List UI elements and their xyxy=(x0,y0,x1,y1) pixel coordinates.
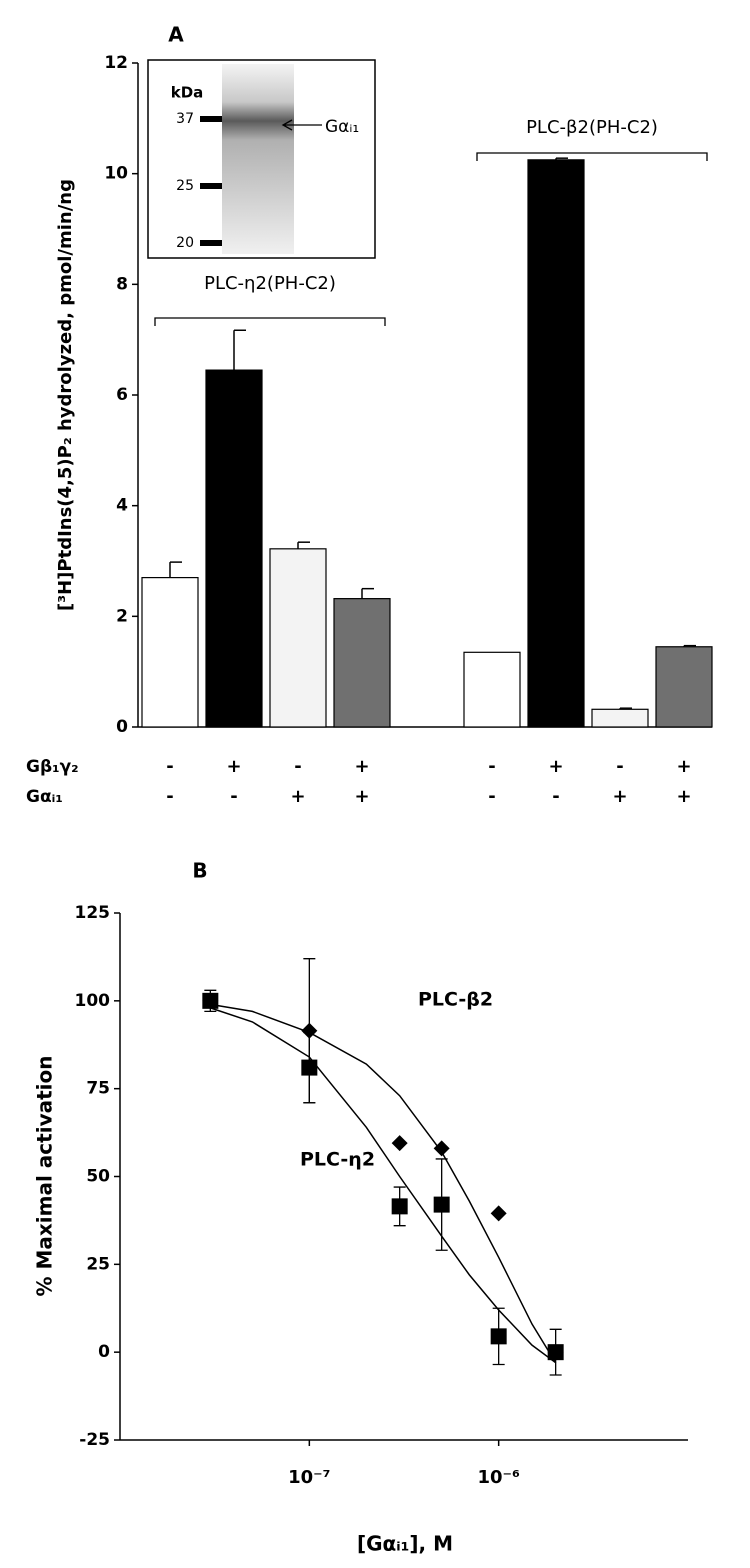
bar xyxy=(205,369,263,728)
point xyxy=(433,1140,450,1157)
marker-label: 20 xyxy=(176,235,194,251)
treatment-sign: + xyxy=(290,786,305,807)
y-tick-label: 0 xyxy=(98,1342,110,1362)
y-tick-label: 100 xyxy=(75,991,111,1011)
inset-unit: kDa xyxy=(171,84,204,102)
point xyxy=(301,1022,318,1039)
treatment-sign: - xyxy=(552,786,559,807)
treatment-sign: - xyxy=(166,756,173,777)
y-tick-label: 0 xyxy=(116,717,128,737)
point xyxy=(202,992,219,1009)
treatment-sign: - xyxy=(230,786,237,807)
marker-band xyxy=(200,183,222,189)
group-label: PLC-β2(PH-C2) xyxy=(526,117,658,138)
marker-label: 25 xyxy=(176,178,194,194)
x-axis-label: [Gαᵢ₁], M xyxy=(357,1532,453,1556)
treatment-label: Gβ₁γ₂ xyxy=(26,757,79,777)
marker-band xyxy=(200,116,222,122)
treatment-sign: + xyxy=(354,786,369,807)
point xyxy=(391,1135,408,1152)
gel-lane xyxy=(222,64,294,254)
y-tick-label: 25 xyxy=(86,1254,110,1274)
bar xyxy=(333,598,391,728)
y-axis-label: % Maximal activation xyxy=(33,1055,57,1296)
y-tick-label: 2 xyxy=(116,606,128,626)
treatment-sign: - xyxy=(488,786,495,807)
point xyxy=(490,1205,507,1222)
bar xyxy=(269,548,327,728)
panel-label: B xyxy=(192,859,207,883)
y-tick-label: -25 xyxy=(79,1430,110,1450)
treatment-sign: - xyxy=(488,756,495,777)
point xyxy=(490,1328,507,1345)
group-bracket xyxy=(154,317,386,326)
treatment-sign: + xyxy=(612,786,627,807)
treatment-sign: + xyxy=(548,756,563,777)
bar xyxy=(527,159,585,728)
bar xyxy=(141,576,199,728)
treatment-sign: + xyxy=(676,786,691,807)
treatment-sign: + xyxy=(676,756,691,777)
treatment-sign: + xyxy=(354,756,369,777)
panel-label: A xyxy=(168,23,184,47)
y-tick-label: 125 xyxy=(75,903,111,923)
bar xyxy=(655,646,713,728)
y-tick-label: 8 xyxy=(116,274,128,294)
point xyxy=(391,1198,408,1215)
bar xyxy=(463,651,521,728)
point xyxy=(547,1344,564,1361)
series-label: PLC-η2 xyxy=(300,1149,375,1171)
y-tick-label: 75 xyxy=(86,1079,110,1099)
point xyxy=(433,1196,450,1213)
treatment-sign: - xyxy=(166,786,173,807)
bar xyxy=(591,708,649,728)
y-tick-label: 10 xyxy=(104,164,128,184)
treatment-sign: + xyxy=(226,756,241,777)
treatment-sign: - xyxy=(294,756,301,777)
band-label: Gαᵢ₁ xyxy=(325,117,359,137)
y-tick-label: 6 xyxy=(116,385,128,405)
y-axis-label: [³H]PtdIns(4,5)P₂ hydrolyzed, pmol/min/n… xyxy=(55,179,76,611)
y-tick-label: 4 xyxy=(116,496,128,516)
treatment-sign: - xyxy=(616,756,623,777)
y-tick-label: 50 xyxy=(86,1167,110,1187)
y-tick-label: 12 xyxy=(104,53,128,73)
marker-band xyxy=(200,240,222,246)
x-tick-label: 10⁻⁶ xyxy=(477,1467,520,1488)
fit-curve xyxy=(210,1003,557,1364)
treatment-label: Gαᵢ₁ xyxy=(26,787,63,807)
x-tick-label: 10⁻⁷ xyxy=(288,1467,330,1488)
band-arrow xyxy=(281,119,322,131)
group-bracket xyxy=(476,152,708,161)
group-label: PLC-η2(PH-C2) xyxy=(204,273,336,294)
marker-label: 37 xyxy=(176,111,194,127)
series-label: PLC-β2 xyxy=(418,989,493,1011)
fit-curve xyxy=(210,1007,557,1364)
